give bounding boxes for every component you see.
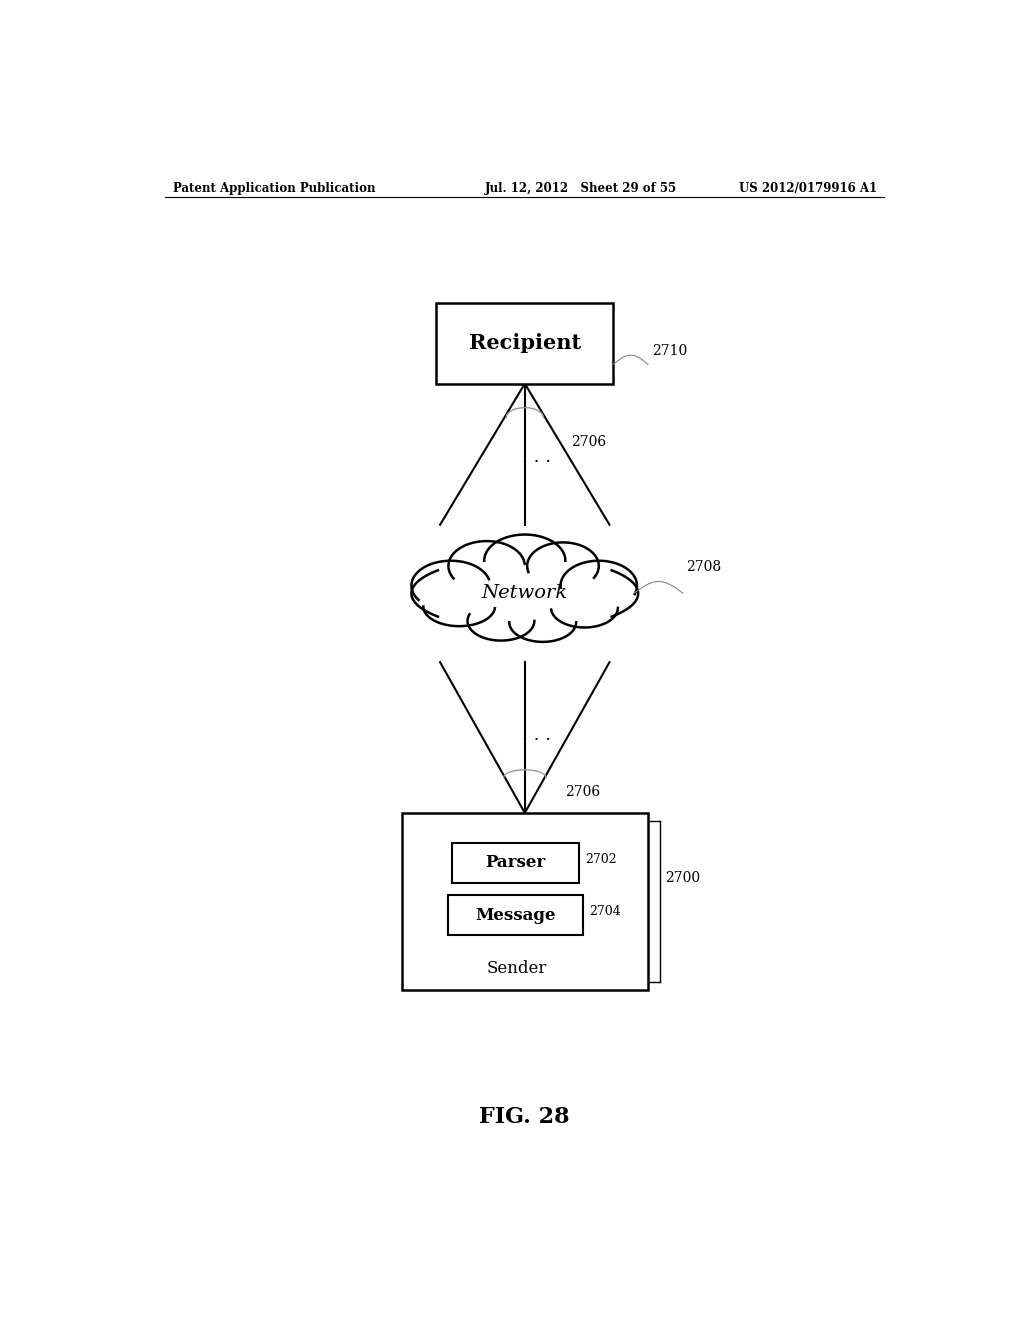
Text: Parser: Parser [485,854,546,871]
Text: Network: Network [481,585,568,602]
Ellipse shape [560,561,637,610]
FancyBboxPatch shape [401,813,648,990]
FancyBboxPatch shape [449,895,583,936]
Text: 2700: 2700 [665,871,700,886]
Text: Patent Application Publication: Patent Application Publication [173,182,376,194]
Text: Recipient: Recipient [469,333,581,354]
Ellipse shape [412,554,638,639]
Ellipse shape [551,589,617,627]
Text: 2706: 2706 [571,434,606,449]
Text: Message: Message [475,907,556,924]
Text: 2704: 2704 [589,906,621,917]
Ellipse shape [509,603,577,642]
Text: 2710: 2710 [652,345,687,358]
FancyBboxPatch shape [452,843,580,883]
Text: Sender: Sender [487,960,547,977]
FancyBboxPatch shape [436,302,613,384]
Text: 2702: 2702 [586,853,616,866]
Ellipse shape [468,602,535,640]
Text: 2708: 2708 [686,560,722,573]
Ellipse shape [484,535,565,587]
Text: Jul. 12, 2012   Sheet 29 of 55: Jul. 12, 2012 Sheet 29 of 55 [484,182,677,194]
Text: . . .: . . . [522,726,551,743]
Text: . . .: . . . [522,447,551,466]
Ellipse shape [423,587,495,626]
Ellipse shape [527,543,599,590]
Text: 2706: 2706 [564,785,600,799]
Ellipse shape [449,541,524,591]
Text: FIG. 28: FIG. 28 [479,1106,570,1129]
Text: US 2012/0179916 A1: US 2012/0179916 A1 [739,182,878,194]
Ellipse shape [412,561,490,610]
